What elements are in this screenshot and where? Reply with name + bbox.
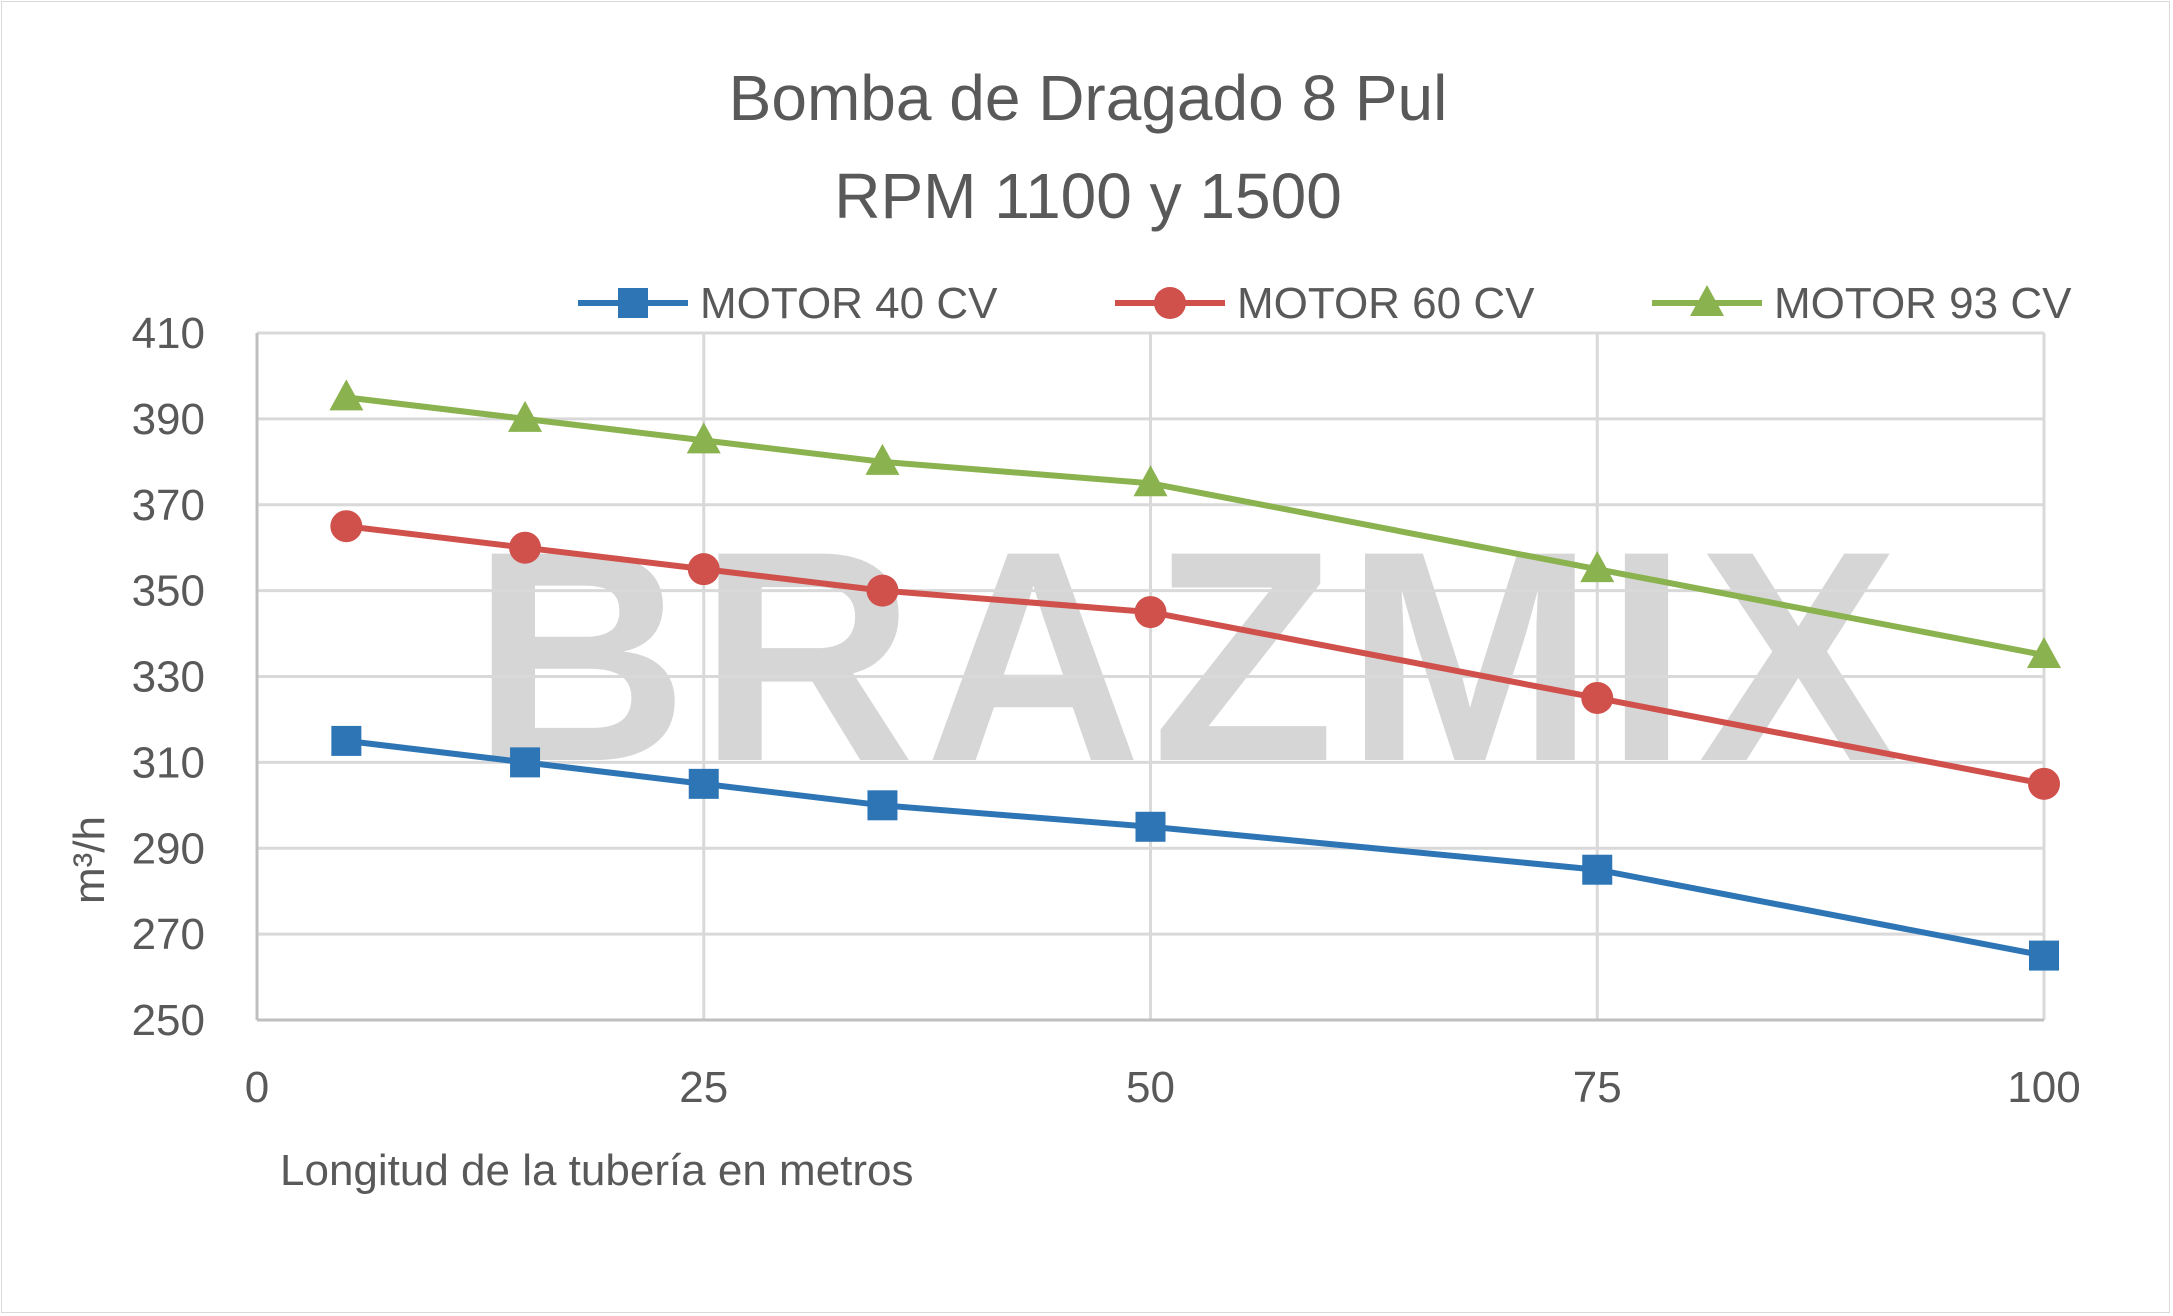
y-tick-label: 330 [132, 653, 205, 702]
data-point [510, 747, 541, 778]
data-point [2027, 637, 2061, 669]
x-axis-label: Longitud de la tubería en metros [280, 1146, 914, 1195]
y-tick-label: 310 [132, 738, 205, 787]
data-point [1134, 596, 1167, 629]
data-point [1135, 811, 1166, 842]
data-point [509, 531, 542, 564]
watermark: BRAZMIX [472, 488, 1909, 824]
y-axis-label: m³/h [65, 816, 114, 904]
x-tick-label: 50 [1126, 1063, 1175, 1112]
y-tick-label: 370 [132, 481, 205, 530]
data-point [688, 768, 719, 799]
axes: 250 270 290 310 330 350 370 390 410 0 25 50 75 100 [132, 309, 2081, 1112]
x-tick-label: 100 [2007, 1063, 2080, 1112]
y-tick-label: 390 [132, 395, 205, 444]
legend-label: MOTOR 60 CV [1237, 279, 1535, 328]
x-tick-label: 25 [679, 1063, 728, 1112]
data-point [1133, 465, 1168, 497]
data-point [1580, 551, 1615, 583]
data-point [2029, 940, 2059, 971]
data-point [331, 725, 362, 756]
data-point [866, 574, 899, 607]
data-point [867, 790, 898, 821]
legend-label: MOTOR 40 CV [700, 279, 998, 328]
data-point [329, 379, 364, 411]
y-tick-label: 270 [132, 910, 205, 959]
x-tick-label: 75 [1573, 1063, 1622, 1112]
data-point [2028, 767, 2060, 800]
data-point [1582, 854, 1613, 885]
chart-title-line-1: Bomba de Dragado 8 Pul [729, 62, 1448, 134]
y-tick-label: 350 [132, 567, 205, 616]
legend-marker [1154, 287, 1186, 319]
data-point [865, 443, 900, 475]
y-tick-label: 250 [132, 996, 205, 1045]
legend-marker [618, 288, 648, 318]
data-point [1581, 681, 1614, 714]
legend-marker [1690, 285, 1724, 316]
legend: MOTOR 40 CV MOTOR 60 CV MOTOR 93 CV [578, 279, 2072, 328]
data-point [330, 510, 363, 543]
series-group [329, 379, 2061, 971]
y-tick-label: 410 [132, 309, 205, 358]
legend-label: MOTOR 93 CV [1774, 279, 2072, 328]
gridlines [255, 331, 2046, 1022]
chart-title-line-2: RPM 1100 y 1500 [834, 160, 1342, 232]
y-tick-label: 290 [132, 824, 205, 873]
x-tick-label: 0 [245, 1063, 269, 1112]
data-point [508, 400, 543, 432]
data-point [686, 422, 721, 454]
data-point [687, 553, 720, 586]
